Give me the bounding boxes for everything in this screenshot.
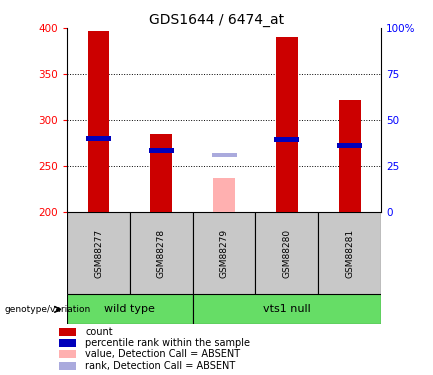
Bar: [213, 178, 235, 212]
Bar: [67, 212, 130, 294]
Text: GSM88279: GSM88279: [220, 228, 229, 278]
Bar: [67, 294, 193, 324]
Text: genotype/variation: genotype/variation: [4, 305, 90, 314]
Bar: [337, 143, 362, 148]
Bar: [150, 134, 172, 212]
Text: count: count: [85, 327, 113, 337]
Bar: [255, 212, 318, 294]
Bar: [130, 212, 193, 294]
Bar: [87, 31, 110, 212]
Bar: [276, 38, 298, 212]
Bar: [86, 136, 111, 141]
Bar: [193, 212, 255, 294]
Text: GSM88277: GSM88277: [94, 228, 103, 278]
Bar: [59, 339, 76, 347]
Bar: [59, 362, 76, 370]
Text: percentile rank within the sample: percentile rank within the sample: [85, 338, 250, 348]
Bar: [211, 153, 236, 157]
Text: GDS1644 / 6474_at: GDS1644 / 6474_at: [149, 13, 284, 27]
Bar: [318, 212, 381, 294]
Text: vts1 null: vts1 null: [263, 304, 311, 314]
Text: GSM88280: GSM88280: [282, 228, 291, 278]
Text: GSM88281: GSM88281: [345, 228, 354, 278]
Bar: [275, 137, 299, 142]
Bar: [59, 350, 76, 358]
Text: wild type: wild type: [104, 304, 155, 314]
Bar: [193, 294, 381, 324]
Text: GSM88278: GSM88278: [157, 228, 166, 278]
Text: rank, Detection Call = ABSENT: rank, Detection Call = ABSENT: [85, 361, 236, 370]
Bar: [59, 328, 76, 336]
Text: value, Detection Call = ABSENT: value, Detection Call = ABSENT: [85, 350, 241, 359]
Bar: [149, 148, 174, 153]
Bar: [339, 100, 361, 212]
